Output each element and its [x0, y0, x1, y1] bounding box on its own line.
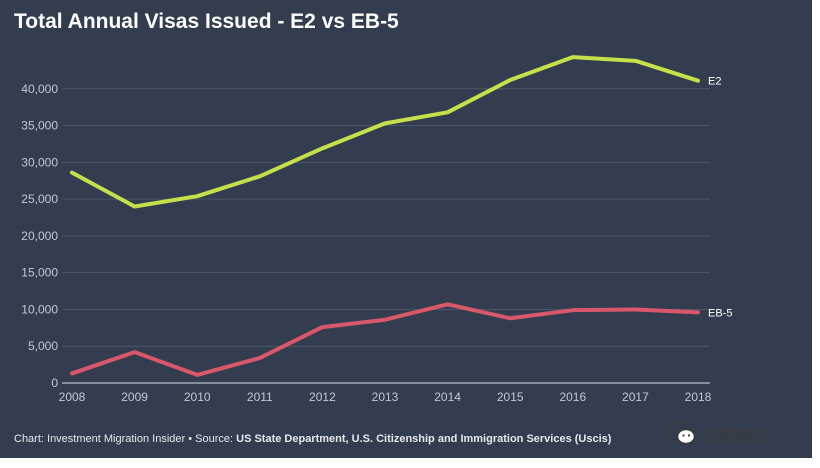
series-line-e2 [70, 55, 700, 209]
line-chart: 0 5,000 10,000 15,000 20,000 25,000 30,000 35,0… [21, 55, 732, 404]
x-tick-label: 2015 [497, 390, 524, 404]
source-prefix: Chart: Investment Migration Insider • So… [14, 433, 237, 445]
y-tick-label: 30,000 [21, 155, 58, 169]
series-label-eb-5: EB-5 [708, 307, 732, 319]
x-tick-label: 2012 [309, 390, 336, 404]
x-tick-label: 2010 [184, 390, 211, 404]
y-tick-label: 10,000 [21, 302, 58, 316]
series-label-e2: E2 [708, 76, 721, 88]
y-tick-label: 0 [51, 376, 58, 390]
y-tick-label: 15,000 [21, 266, 58, 280]
y-tick-label: 20,000 [21, 229, 58, 243]
chart-panel [0, 0, 812, 458]
x-axis-ticks: 2008 2009 2010 2011 2012 2013 2014 2015 2016 2017… [59, 390, 712, 404]
x-tick-label: 2018 [685, 390, 712, 404]
x-tick-label: 2013 [372, 390, 399, 404]
x-tick-label: 2014 [434, 390, 461, 404]
watermark: 绿野移民 [668, 420, 770, 448]
x-tick-label: 2017 [622, 390, 649, 404]
source-bold: US State Department, U.S. Citizenship an… [236, 433, 612, 445]
watermark-text: 绿野移民 [702, 426, 770, 447]
wechat-icon [668, 422, 696, 445]
x-tick-label: 2009 [121, 390, 148, 404]
y-tick-label: 25,000 [21, 192, 58, 206]
series-line-eb-5 [70, 302, 700, 377]
y-tick-label: 35,000 [21, 119, 58, 133]
chart-title: Total Annual Visas Issued - E2 vs EB-5 [14, 10, 399, 33]
series-lines: E2 EB-5 [70, 55, 732, 377]
source-note: Chart: Investment Migration Insider • So… [14, 433, 611, 445]
x-tick-label: 2016 [559, 390, 586, 404]
x-tick-label: 2008 [59, 390, 86, 404]
x-tick-label: 2011 [247, 390, 273, 404]
y-axis-ticks: 0 5,000 10,000 15,000 20,000 25,000 30,000 35,0… [21, 82, 58, 390]
y-tick-label: 40,000 [21, 82, 58, 96]
grid-lines [62, 88, 710, 384]
y-tick-label: 5,000 [28, 339, 58, 353]
